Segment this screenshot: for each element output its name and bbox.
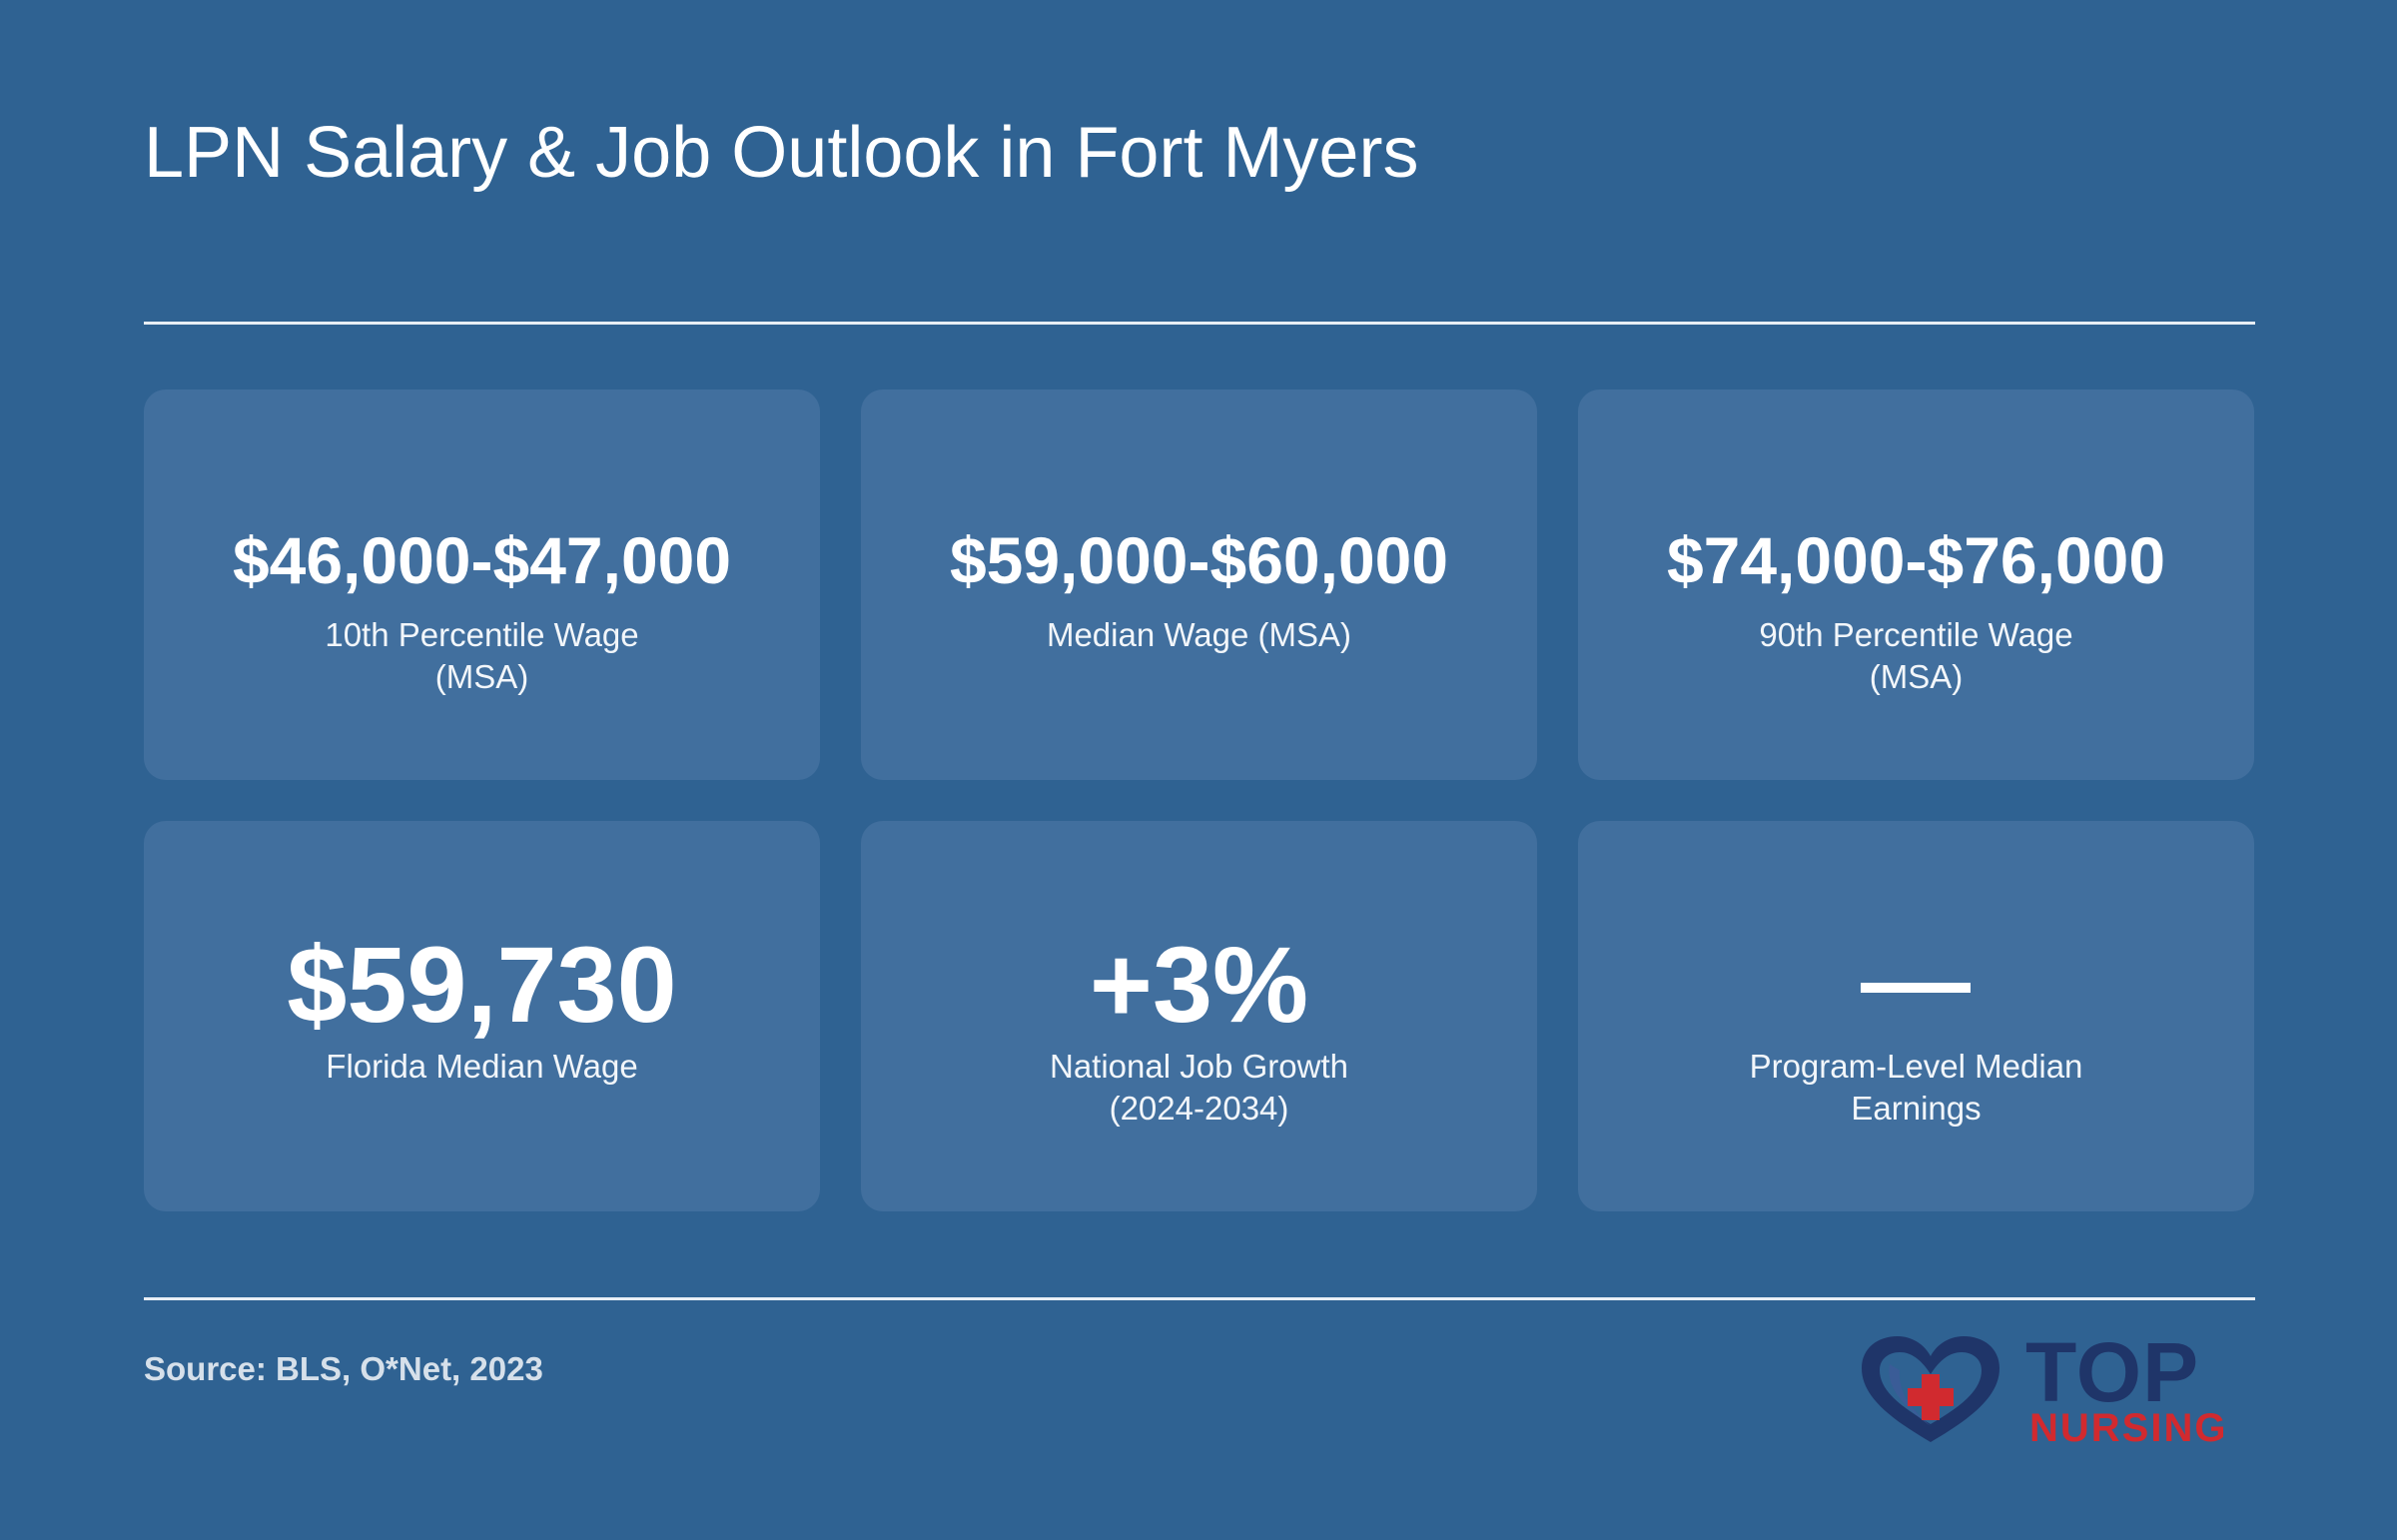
page-title: LPN Salary & Job Outlook in Fort Myers <box>144 113 1419 193</box>
stat-label: Median Wage (MSA) <box>1046 616 1352 653</box>
stat-value: +3% <box>1089 924 1309 1045</box>
no-data-dash <box>1861 983 1971 993</box>
stat-label: 10th Percentile Wage (MSA) <box>325 616 639 695</box>
stat-card-job-growth: +3% National Job Growth (2024-2034) <box>861 821 1537 1211</box>
logo-wordmark-nursing: NURSING <box>2029 1406 2228 1450</box>
stat-card-90th-percentile: $74,000-$76,000 90th Percentile Wage (MS… <box>1578 389 2254 780</box>
top-nursing-logo: TOP NURSING <box>1860 1330 2259 1448</box>
stat-value: $59,000-$60,000 <box>949 523 1449 597</box>
stat-value: $46,000-$47,000 <box>232 523 732 597</box>
stat-value: $74,000-$76,000 <box>1666 523 2166 597</box>
logo-wordmark-top: TOP <box>2025 1325 2200 1419</box>
heart-cross-icon <box>1862 1336 1999 1442</box>
source-note: Source: BLS, O*Net, 2023 <box>144 1350 543 1387</box>
stat-label: Program-Level Median Earnings <box>1749 1048 2083 1127</box>
stat-card-florida-median: $59,730 Florida Median Wage <box>144 821 820 1211</box>
stat-label: National Job Growth (2024-2034) <box>1050 1048 1348 1127</box>
bottom-divider <box>144 1297 2255 1300</box>
stat-label: 90th Percentile Wage (MSA) <box>1759 616 2073 695</box>
stat-card-program-earnings: Program-Level Median Earnings <box>1578 821 2254 1211</box>
stat-value: $59,730 <box>287 924 677 1045</box>
stat-card-10th-percentile: $46,000-$47,000 10th Percentile Wage (MS… <box>144 389 820 780</box>
top-divider <box>144 322 2255 325</box>
stat-label: Florida Median Wage <box>326 1048 638 1085</box>
stat-card-median-msa: $59,000-$60,000 Median Wage (MSA) <box>861 389 1537 780</box>
